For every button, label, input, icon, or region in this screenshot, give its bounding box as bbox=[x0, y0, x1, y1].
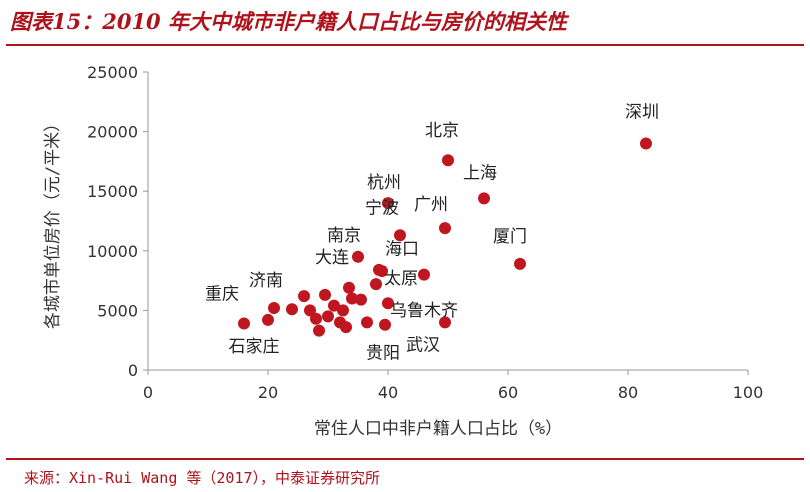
y-tick-label: 20000 bbox=[87, 123, 138, 142]
y-tick-label: 15000 bbox=[87, 182, 138, 201]
data-point bbox=[313, 324, 325, 337]
data-point bbox=[439, 316, 451, 329]
data-point bbox=[340, 321, 352, 334]
chart-axes: 0 5000 10000 15000 20000 25000 0 20 40 60 80 100 bbox=[87, 63, 763, 402]
y-tick-label: 25000 bbox=[87, 63, 138, 82]
x-tick-label: 0 bbox=[143, 383, 153, 402]
y-tick-label: 0 bbox=[128, 361, 138, 380]
x-tick-label: 60 bbox=[498, 383, 518, 402]
data-point bbox=[370, 278, 382, 291]
city-label: 大连 bbox=[315, 248, 349, 268]
data-point bbox=[439, 222, 451, 235]
data-point bbox=[478, 192, 490, 205]
city-label: 济南 bbox=[249, 271, 283, 291]
city-label: 宁波 bbox=[365, 198, 399, 218]
city-label: 太原 bbox=[384, 269, 418, 289]
city-label: 深圳 bbox=[625, 103, 659, 123]
x-tick-label: 80 bbox=[618, 383, 638, 402]
data-point bbox=[298, 290, 310, 303]
data-point bbox=[382, 197, 394, 210]
city-label: 厦门 bbox=[493, 227, 527, 247]
data-point bbox=[262, 313, 274, 326]
city-label: 上海 bbox=[463, 163, 497, 183]
city-label: 广州 bbox=[414, 195, 448, 215]
source-rule bbox=[6, 458, 804, 460]
city-label: 武汉 bbox=[406, 335, 440, 355]
data-point bbox=[328, 299, 340, 312]
data-point bbox=[304, 304, 316, 317]
data-point bbox=[361, 316, 373, 329]
x-tick-label: 40 bbox=[378, 383, 398, 402]
data-point bbox=[337, 304, 349, 317]
data-point bbox=[310, 312, 322, 325]
data-point bbox=[238, 317, 250, 330]
x-axis-label: 常住人口中非户籍人口占比（%） bbox=[314, 419, 562, 439]
data-point bbox=[442, 154, 454, 167]
data-point bbox=[373, 263, 385, 276]
data-point bbox=[418, 268, 430, 281]
title-rule bbox=[6, 44, 804, 46]
y-tick-label: 10000 bbox=[87, 242, 138, 261]
data-point bbox=[319, 288, 331, 301]
data-point bbox=[322, 310, 334, 323]
data-point bbox=[379, 318, 391, 331]
data-point bbox=[640, 137, 652, 150]
city-label: 石家庄 bbox=[229, 337, 280, 357]
data-point bbox=[346, 292, 358, 305]
y-tick-label: 5000 bbox=[97, 301, 138, 320]
x-tick-label: 20 bbox=[258, 383, 278, 402]
data-point bbox=[268, 302, 280, 315]
data-point bbox=[352, 250, 364, 263]
city-label: 南京 bbox=[327, 226, 361, 246]
data-point bbox=[514, 257, 526, 270]
city-label: 乌鲁木齐 bbox=[390, 301, 458, 321]
figure-title: 图表15：2010 年大中城市非户籍人口占比与房价的相关性 bbox=[10, 9, 567, 34]
chart-points bbox=[238, 137, 652, 337]
data-point bbox=[286, 303, 298, 316]
city-label: 海口 bbox=[385, 240, 419, 260]
data-point bbox=[355, 293, 367, 306]
data-point bbox=[382, 297, 394, 310]
city-label: 杭州 bbox=[367, 173, 401, 193]
city-label: 北京 bbox=[425, 121, 459, 141]
data-point bbox=[394, 229, 406, 242]
source-note: 来源：Xin-Rui Wang 等（2017），中泰证券研究所 bbox=[24, 469, 381, 487]
data-point bbox=[343, 281, 355, 294]
x-tick-label: 100 bbox=[733, 383, 764, 402]
city-label: 贵阳 bbox=[366, 344, 400, 364]
city-label: 重庆 bbox=[205, 285, 239, 305]
y-axis-label: 各城市单位房价（元/平米） bbox=[43, 115, 63, 329]
